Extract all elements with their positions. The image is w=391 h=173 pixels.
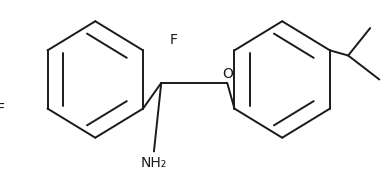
Text: O: O bbox=[222, 67, 233, 81]
Text: F: F bbox=[169, 33, 178, 47]
Text: NH₂: NH₂ bbox=[141, 156, 167, 170]
Text: F: F bbox=[0, 102, 5, 116]
